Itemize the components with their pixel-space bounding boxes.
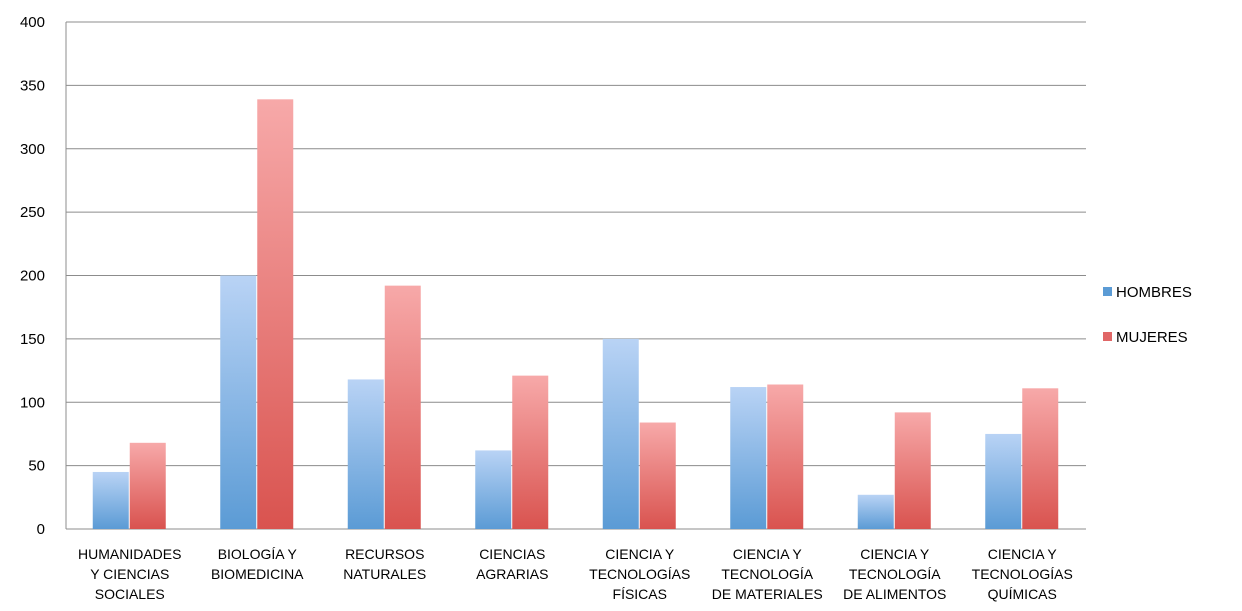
- y-tick-label: 50: [28, 458, 45, 475]
- x-category-label-line: TECNOLOGÍA: [721, 566, 813, 582]
- x-category-label-line: BIOMEDICINA: [211, 566, 304, 582]
- bar-mujeres: [639, 422, 676, 529]
- legend-label-hombres: HOMBRES: [1116, 284, 1192, 301]
- y-tick-label: 100: [20, 394, 45, 411]
- bars: [92, 99, 1059, 529]
- bar-hombres: [985, 433, 1022, 529]
- y-tick-label: 0: [37, 521, 45, 538]
- x-category-label: CIENCIA Y TECNOLOGÍAS FÍSICAS: [589, 546, 690, 602]
- legend-swatch-mujeres: [1103, 332, 1112, 341]
- x-category-label: RECURSOS NATURALES: [343, 546, 426, 582]
- x-category-label: CIENCIA Y TECNOLOGÍA DE MATERIALES: [712, 546, 823, 602]
- x-category-label-line: TECNOLOGÍAS: [972, 566, 1073, 582]
- y-tick-label: 250: [20, 204, 45, 221]
- y-tick-label: 350: [20, 77, 45, 94]
- y-tick-label: 200: [20, 268, 45, 285]
- bar-hombres: [475, 450, 512, 529]
- bar-hombres: [730, 387, 767, 529]
- x-category-label-line: TECNOLOGÍA: [849, 566, 941, 582]
- bar-mujeres: [257, 99, 294, 529]
- x-category-label: CIENCIA Y TECNOLOGÍA DE ALIMENTOS: [843, 546, 946, 602]
- x-category-label-line: TECNOLOGÍAS: [589, 566, 690, 582]
- x-category-label-line: DE MATERIALES: [712, 586, 823, 602]
- x-category-label-line: FÍSICAS: [613, 586, 667, 602]
- x-category-label-line: CIENCIA Y: [860, 546, 930, 562]
- y-tick-label: 150: [20, 331, 45, 348]
- x-category-label-line: Y CIENCIAS: [90, 566, 169, 582]
- y-tick-label: 300: [20, 141, 45, 158]
- legend-label-mujeres: MUJERES: [1116, 329, 1188, 346]
- bar-hombres: [857, 494, 894, 529]
- y-tick-label: 400: [20, 14, 45, 31]
- x-category-label-line: AGRARIAS: [476, 566, 548, 582]
- x-category-label: HUMANIDADES Y CIENCIAS SOCIALES: [78, 546, 181, 602]
- bar-hombres: [220, 275, 257, 529]
- x-category-label: BIOLOGÍA Y BIOMEDICINA: [211, 546, 304, 582]
- x-category-label: CIENCIA Y TECNOLOGÍAS QUÍMICAS: [972, 546, 1073, 602]
- bar-mujeres: [512, 375, 549, 529]
- x-category-label-line: SOCIALES: [95, 586, 165, 602]
- gridlines: [66, 21, 1086, 530]
- y-axis: 0 50 100 150 200 250 300 350 400: [20, 14, 67, 538]
- bar-hombres: [602, 338, 639, 529]
- bar-hombres: [92, 471, 129, 529]
- x-category-label-line: CIENCIAS: [479, 546, 545, 562]
- bar-mujeres: [1022, 388, 1059, 529]
- x-category-label-line: DE ALIMENTOS: [843, 586, 946, 602]
- bar-mujeres: [894, 412, 931, 529]
- x-category-label-line: RECURSOS: [345, 546, 424, 562]
- bar-hombres: [347, 379, 384, 529]
- bar-mujeres: [384, 285, 421, 529]
- bar-mujeres: [767, 384, 804, 529]
- legend-swatch-hombres: [1103, 287, 1112, 296]
- x-category-label-line: QUÍMICAS: [988, 586, 1057, 602]
- x-category-label: CIENCIAS AGRARIAS: [476, 546, 548, 582]
- x-category-label-line: HUMANIDADES: [78, 546, 181, 562]
- x-category-label-line: BIOLOGÍA Y: [218, 546, 298, 562]
- legend: HOMBRES MUJERES: [1103, 284, 1192, 346]
- bar-mujeres: [129, 442, 166, 529]
- x-category-label-line: CIENCIA Y: [988, 546, 1058, 562]
- x-category-label-line: CIENCIA Y: [605, 546, 675, 562]
- x-category-label-line: NATURALES: [343, 566, 426, 582]
- x-category-label-line: CIENCIA Y: [733, 546, 803, 562]
